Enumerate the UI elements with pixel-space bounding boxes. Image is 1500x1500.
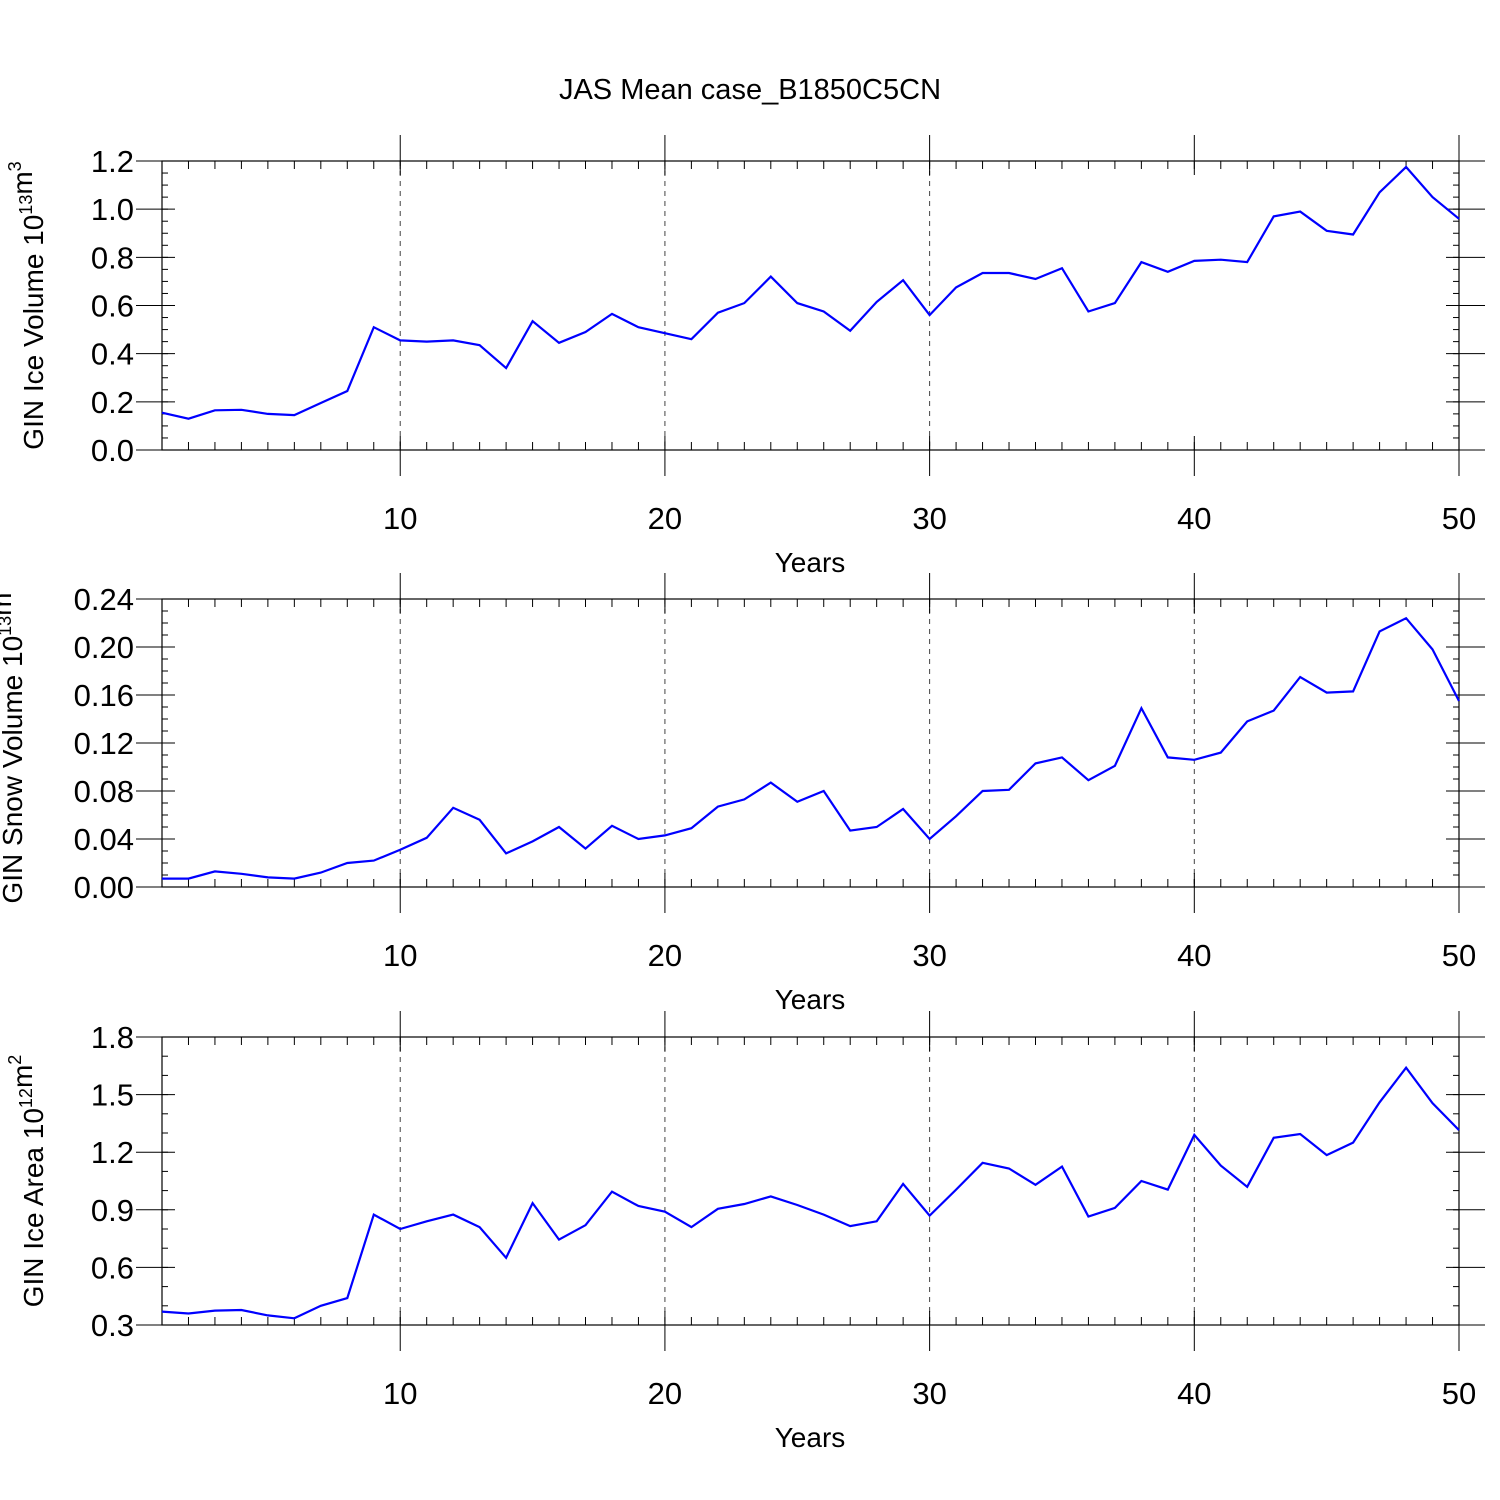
y-tick-label: 1.5 (91, 1078, 134, 1113)
y-axis-label: GIN Snow Volume 1013m3 (0, 582, 28, 903)
x-tick-label: 30 (912, 938, 946, 973)
y-axis-label-exponent: 13 (0, 616, 15, 636)
x-grid-lines (399, 161, 931, 450)
y-axis-label-exponent: 12 (16, 1088, 36, 1108)
x-tick-label: 40 (1177, 1376, 1211, 1411)
x-tick-label: 10 (383, 501, 417, 536)
y-tick-label: 1.2 (91, 1135, 134, 1170)
x-axis-ticks: 10 20 30 40 50 (161, 573, 1476, 973)
y-axis-ticks: 0.00 0.04 0.08 0.12 0.16 0.20 0.24 (74, 582, 1485, 905)
y-axis-label-unit: m (7, 171, 38, 194)
x-tick-label: 50 (1442, 1376, 1476, 1411)
y-tick-label: 0.12 (74, 726, 134, 761)
panel-ice-area: 0.3 0.6 0.9 1.2 1.5 1.8 10 20 30 40 50 Years GIN … (5, 1011, 1485, 1453)
y-axis-label: GIN Ice Volume 1013m3 (5, 161, 49, 449)
y-tick-label: 0.8 (91, 240, 134, 275)
chart-title: JAS Mean case_B1850C5CN (559, 74, 941, 106)
y-axis-label-main: GIN Ice Area 10 (18, 1108, 49, 1307)
x-grid-lines (399, 1037, 1195, 1325)
y-axis-label-unit: m (7, 1065, 38, 1088)
y-tick-label: 1.0 (91, 192, 134, 227)
y-tick-label: 0.6 (91, 289, 134, 324)
x-tick-label: 50 (1442, 938, 1476, 973)
y-tick-label: 0.24 (74, 582, 134, 617)
y-axis-label-main: GIN Snow Volume 10 (0, 636, 28, 904)
x-tick-label: 20 (648, 938, 682, 973)
y-tick-label: 0.00 (74, 870, 134, 905)
x-tick-label: 30 (912, 1376, 946, 1411)
panel-snow-volume: 0.000.040.080.120.160.200.24 10 20 30 40 50 … (0, 573, 1485, 1015)
panel-ice-volume: 0.0 0.2 0.4 0.6 0.8 1.0 1.2 10 20 30 40 50 Years G… (5, 135, 1485, 578)
y-axis-label-unit-exponent: 3 (5, 161, 25, 171)
y-tick-label: 0.2 (91, 385, 134, 420)
y-axis-label-unit-exponent: 3 (0, 582, 4, 592)
y-tick-label: 0.04 (74, 822, 134, 857)
series-line-ice-area (161, 1065, 1460, 1320)
x-tick-label: 20 (648, 501, 682, 536)
y-tick-label: 0.16 (74, 678, 134, 713)
x-tick-label: 20 (648, 1376, 682, 1411)
y-axis-label-main: GIN Ice Volume 10 (18, 215, 49, 450)
y-axis-ticks: 0.3 0.6 0.9 1.2 1.5 1.8 (91, 1020, 1485, 1343)
y-tick-label: 1.2 (91, 144, 134, 179)
y-axis-label: GIN Ice Area 1012m2 (5, 1055, 49, 1308)
x-tick-label: 50 (1442, 501, 1476, 536)
y-tick-label: 0.9 (91, 1193, 134, 1228)
x-axis-label: Years (775, 1422, 846, 1453)
y-tick-label: 1.8 (91, 1020, 134, 1055)
x-tick-label: 10 (383, 1376, 417, 1411)
y-tick-label: 0.4 (91, 337, 134, 372)
y-tick-label: 0.0 (91, 433, 134, 468)
x-tick-label: 40 (1177, 938, 1211, 973)
series-line-ice-volume (161, 165, 1460, 420)
x-tick-label: 40 (1177, 501, 1211, 536)
y-tick-label: 0.6 (91, 1250, 134, 1285)
y-tick-label: 0.3 (91, 1308, 134, 1343)
x-axis-ticks: 10 20 30 40 50 (161, 135, 1476, 536)
y-axis-label-unit-exponent: 2 (5, 1055, 25, 1065)
y-tick-label: 0.08 (74, 774, 134, 809)
series-line-snow-volume (162, 616, 1460, 880)
x-tick-label: 30 (912, 501, 946, 536)
x-axis-ticks: 10 20 30 40 50 (161, 1011, 1476, 1411)
x-tick-label: 10 (383, 938, 417, 973)
y-axis-label-exponent: 13 (16, 195, 36, 215)
x-axis-label: Years (775, 984, 846, 1015)
y-tick-label: 0.20 (74, 630, 134, 665)
y-axis-label-unit: m (0, 592, 17, 615)
x-axis-label: Years (775, 547, 846, 578)
plot-frame (161, 1036, 1460, 1326)
y-axis-ticks: 0.0 0.2 0.4 0.6 0.8 1.0 1.2 (91, 144, 1485, 468)
